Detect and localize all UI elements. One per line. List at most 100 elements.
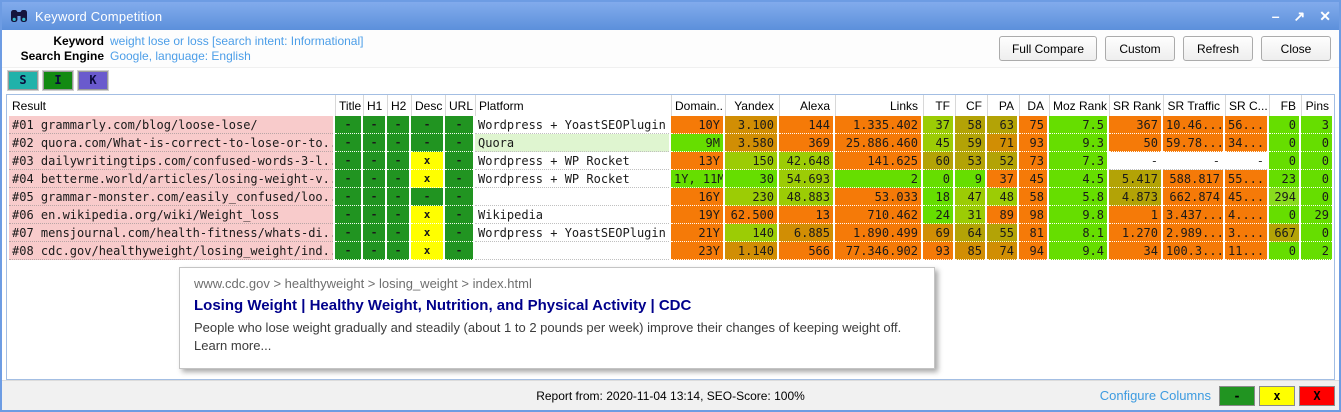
platform-cell: Wordpress + YoastSEOPlugin: [475, 224, 669, 242]
value-cell: 34: [1109, 242, 1161, 260]
value-cell: 9.4: [1049, 242, 1107, 260]
value-cell: 52: [987, 152, 1017, 170]
col-header-url[interactable]: URL: [445, 95, 473, 116]
mark-cell: -: [445, 134, 473, 152]
close-window-button[interactable]: ✕: [1319, 8, 1331, 24]
table-row[interactable]: #07 mensjournal.com/health-fitness/whats…: [9, 224, 1332, 242]
value-cell: -: [1225, 152, 1267, 170]
minimize-button[interactable]: –: [1271, 8, 1280, 24]
col-header-h1[interactable]: H1: [363, 95, 385, 116]
platform-cell: Wordpress + YoastSEOPlugin: [475, 116, 669, 134]
col-header-fb[interactable]: FB: [1269, 95, 1299, 116]
value-cell: 45...: [1225, 188, 1267, 206]
value-cell: 6.885: [779, 224, 833, 242]
value-cell: 48.883: [779, 188, 833, 206]
mark-cell: -: [445, 242, 473, 260]
value-cell: 85: [955, 242, 985, 260]
value-cell: 81: [1019, 224, 1047, 242]
platform-cell: Wikipedia: [475, 206, 669, 224]
custom-button[interactable]: Custom: [1105, 36, 1175, 61]
value-cell: 55: [987, 224, 1017, 242]
col-header-h2[interactable]: H2: [387, 95, 409, 116]
col-header-da[interactable]: DA: [1019, 95, 1047, 116]
value-cell: 75: [1019, 116, 1047, 134]
table-row[interactable]: #03 dailywritingtips.com/confused-words-…: [9, 152, 1332, 170]
table-row[interactable]: #08 cdc.gov/healthyweight/losing_weight/…: [9, 242, 1332, 260]
value-cell: 230: [725, 188, 777, 206]
col-header-links[interactable]: Links: [835, 95, 921, 116]
col-header-result[interactable]: Result: [9, 95, 333, 116]
mark-cell: -: [335, 224, 361, 242]
col-header-sr-rank[interactable]: SR Rank: [1109, 95, 1161, 116]
result-cell: #01 grammarly.com/blog/loose-lose/: [9, 116, 333, 134]
col-header-sr-c[interactable]: SR C...: [1225, 95, 1267, 116]
mark-cell: -: [387, 134, 409, 152]
platform-cell: [475, 242, 669, 260]
col-header-domain[interactable]: Domain...: [671, 95, 723, 116]
value-cell: 4.873: [1109, 188, 1161, 206]
value-cell: 0: [1301, 170, 1332, 188]
preview-breadcrumb: www.cdc.gov > healthyweight > losing_wei…: [194, 276, 532, 291]
col-header-title[interactable]: Title: [335, 95, 361, 116]
value-cell: 42.648: [779, 152, 833, 170]
legend-box-0[interactable]: -: [1219, 385, 1255, 406]
toolbar: Keyword weight lose or loss [search inte…: [2, 30, 1339, 68]
value-cell: 0: [923, 170, 953, 188]
mark-cell: -: [363, 242, 385, 260]
serp-preview-card: www.cdc.gov > healthyweight > losing_wei…: [179, 267, 935, 370]
mark-cell: -: [335, 134, 361, 152]
table-header: Result Title H1 H2 Desc URL Platform Domain... Y…: [9, 95, 1332, 116]
filter-button-i[interactable]: I: [42, 69, 74, 91]
col-header-pa[interactable]: PA: [987, 95, 1017, 116]
col-header-sr-traffic[interactable]: SR Traffic: [1163, 95, 1223, 116]
configure-columns-link[interactable]: Configure Columns: [1099, 388, 1211, 403]
mark-cell: -: [387, 116, 409, 134]
col-header-pins[interactable]: Pins: [1301, 95, 1332, 116]
value-cell: 55...: [1225, 170, 1267, 188]
value-cell: 1: [1109, 206, 1161, 224]
value-cell: 0: [1301, 188, 1332, 206]
col-header-tf[interactable]: TF: [923, 95, 953, 116]
filter-button-s[interactable]: S: [7, 69, 39, 91]
value-cell: 5.417: [1109, 170, 1161, 188]
value-cell: 8.1: [1049, 224, 1107, 242]
legend-box-1[interactable]: x: [1259, 385, 1295, 406]
value-cell: 16Y: [671, 188, 723, 206]
maximize-button[interactable]: ↗: [1293, 8, 1306, 24]
col-header-moz-rank[interactable]: Moz Rank: [1049, 95, 1107, 116]
refresh-button[interactable]: Refresh: [1183, 36, 1253, 61]
filter-button-k[interactable]: K: [77, 69, 109, 91]
value-cell: 0: [1301, 152, 1332, 170]
value-cell: 0: [1269, 206, 1299, 224]
table-row[interactable]: #06 en.wikipedia.org/wiki/Weight_loss - - -…: [9, 206, 1332, 224]
full-compare-button[interactable]: Full Compare: [998, 36, 1097, 61]
table-row[interactable]: #01 grammarly.com/blog/loose-lose/- - - - - W…: [9, 116, 1332, 134]
result-cell: #03 dailywritingtips.com/confused-words-…: [9, 152, 333, 170]
legend-box-2[interactable]: X: [1299, 385, 1335, 406]
value-cell: 37: [987, 170, 1017, 188]
close-button[interactable]: Close: [1261, 36, 1331, 61]
mark-cell: x: [411, 152, 443, 170]
col-header-yandex[interactable]: Yandex: [725, 95, 777, 116]
mark-cell: -: [387, 224, 409, 242]
title-bar: Keyword Competition – ↗ ✕: [2, 2, 1339, 30]
table-row[interactable]: #04 betterme.world/articles/losing-weigh…: [9, 170, 1332, 188]
binoculars-icon: [10, 8, 28, 24]
value-cell: 59.78...: [1163, 134, 1223, 152]
table-row[interactable]: #05 grammar-monster.com/easily_confused/…: [9, 188, 1332, 206]
report-status-text: Report from: 2020-11-04 13:14, SEO-Score…: [536, 388, 805, 403]
mark-cell: -: [411, 116, 443, 134]
col-header-desc[interactable]: Desc: [411, 95, 443, 116]
mark-cell: x: [411, 170, 443, 188]
value-cell: 5.8: [1049, 188, 1107, 206]
value-cell: 9.8: [1049, 206, 1107, 224]
value-cell: 10Y: [671, 116, 723, 134]
col-header-alexa[interactable]: Alexa: [779, 95, 833, 116]
mark-cell: x: [411, 242, 443, 260]
table-row[interactable]: #02 quora.com/What-is-correct-to-lose-or…: [9, 134, 1332, 152]
col-header-cf[interactable]: CF: [955, 95, 985, 116]
result-cell: #07 mensjournal.com/health-fitness/whats…: [9, 224, 333, 242]
value-cell: 294: [1269, 188, 1299, 206]
competition-table: Result Title H1 H2 Desc URL Platform Domain... Y…: [7, 95, 1334, 260]
col-header-platform[interactable]: Platform: [475, 95, 669, 116]
